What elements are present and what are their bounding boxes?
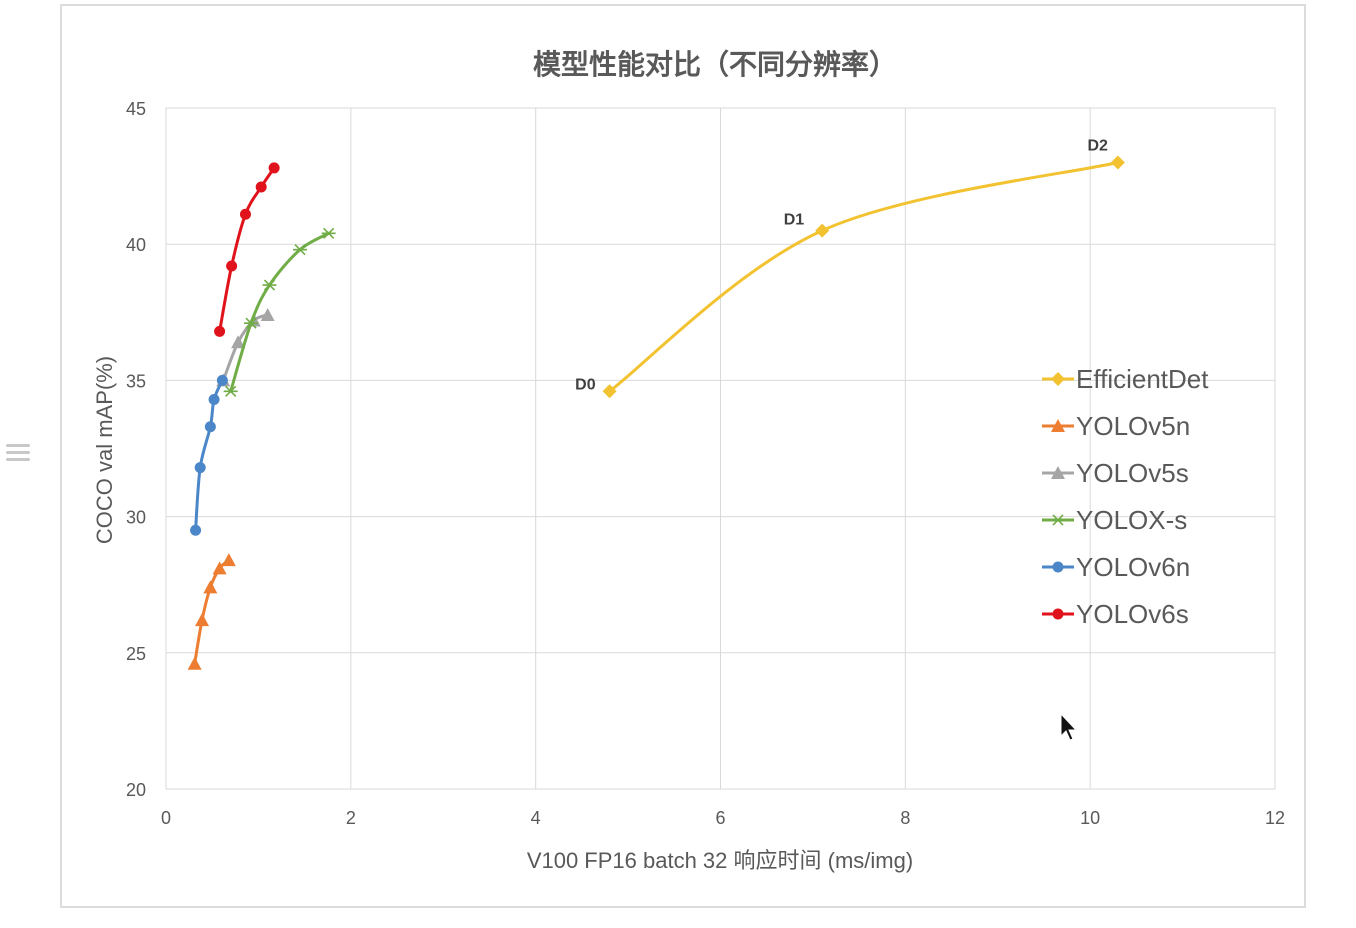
x-tick-label: 0	[161, 808, 171, 828]
legend-label: YOLOv6n	[1076, 552, 1190, 582]
series-yolox-s	[223, 227, 336, 397]
legend-marker	[1051, 514, 1065, 526]
data-point	[321, 227, 336, 239]
legend-item: YOLOX-s	[1042, 505, 1187, 535]
y-tick-label: 25	[126, 644, 146, 664]
data-point	[602, 384, 617, 399]
y-tick-label: 40	[126, 235, 146, 255]
x-tick-label: 6	[715, 808, 725, 828]
data-point	[262, 279, 277, 291]
y-tick-label: 45	[126, 99, 146, 119]
point-label: D2	[1087, 137, 1108, 154]
x-tick-label: 4	[531, 808, 541, 828]
x-tick-label: 12	[1265, 808, 1285, 828]
drag-handle-icon[interactable]	[6, 440, 30, 470]
y-tick-label: 35	[126, 371, 146, 391]
legend-item: YOLOv5s	[1042, 458, 1189, 488]
data-point	[194, 462, 206, 474]
x-tick-label: 8	[900, 808, 910, 828]
chart-frame	[60, 4, 1306, 908]
x-tick-label: 10	[1080, 808, 1100, 828]
data-point	[226, 260, 238, 272]
series-line	[218, 166, 276, 333]
data-point	[244, 317, 259, 329]
chart-title: 模型性能对比（不同分辨率）	[533, 48, 897, 80]
data-point	[187, 656, 202, 670]
point-label: D1	[784, 212, 805, 229]
series-yolov6n	[190, 374, 228, 536]
data-point	[293, 244, 308, 256]
series-efficientdet: D0 D1 D2	[575, 137, 1125, 399]
legend-label: YOLOv6s	[1076, 599, 1189, 629]
x-tick-label: 2	[346, 808, 356, 828]
series-line	[221, 313, 270, 382]
legend-marker	[1051, 466, 1065, 479]
series-yolov5s	[216, 308, 275, 387]
data-point	[260, 308, 275, 322]
data-point	[255, 181, 267, 193]
data-point	[239, 208, 251, 220]
legend-item: YOLOv6n	[1042, 552, 1190, 582]
series-line	[229, 231, 331, 393]
legend: EfficientDet YOLOv5n YOLOv5s YOLOX-s YOLOv6n…	[1042, 364, 1209, 629]
data-point	[208, 393, 220, 405]
grid	[165, 107, 1276, 790]
data-point	[223, 385, 238, 397]
data-point	[815, 223, 830, 238]
x-axis: 0 2 4 6 8 10 12	[161, 808, 1285, 828]
data-point	[214, 325, 226, 337]
data-point	[1110, 155, 1125, 170]
legend-item: YOLOv6s	[1042, 599, 1189, 629]
plot-area-border	[165, 107, 1276, 790]
legend-label: EfficientDet	[1076, 364, 1209, 394]
cursor-icon	[1060, 712, 1078, 741]
x-axis-label: V100 FP16 batch 32 响应时间 (ms/img)	[527, 848, 913, 873]
y-tick-label: 30	[126, 508, 146, 528]
data-point	[216, 374, 228, 386]
legend-marker	[1052, 608, 1064, 620]
data-point	[190, 524, 202, 536]
legend-marker	[1051, 372, 1065, 386]
legend-label: YOLOX-s	[1076, 505, 1187, 535]
series-line	[193, 558, 231, 666]
legend-marker	[1051, 419, 1065, 432]
y-axis-label: COCO val mAP(%)	[92, 356, 117, 544]
data-point	[268, 162, 280, 174]
data-point	[195, 613, 210, 627]
legend-label: YOLOv5s	[1076, 458, 1189, 488]
data-point	[231, 335, 246, 349]
data-point	[204, 421, 216, 433]
data-point	[203, 580, 218, 594]
series-layer: D0 D1 D2	[187, 137, 1125, 670]
data-point	[212, 561, 227, 575]
y-axis: 20 25 30 35 40 45	[126, 99, 146, 800]
legend-item: EfficientDet	[1042, 364, 1209, 394]
point-label: D0	[575, 376, 596, 393]
legend-marker	[1052, 561, 1064, 573]
series-line	[608, 160, 1120, 393]
series-yolov5n	[187, 553, 236, 670]
y-tick-label: 20	[126, 780, 146, 800]
series-yolov6s	[214, 162, 280, 337]
legend-label: YOLOv5n	[1076, 411, 1190, 441]
data-point	[221, 553, 236, 567]
legend-item: YOLOv5n	[1042, 411, 1190, 441]
